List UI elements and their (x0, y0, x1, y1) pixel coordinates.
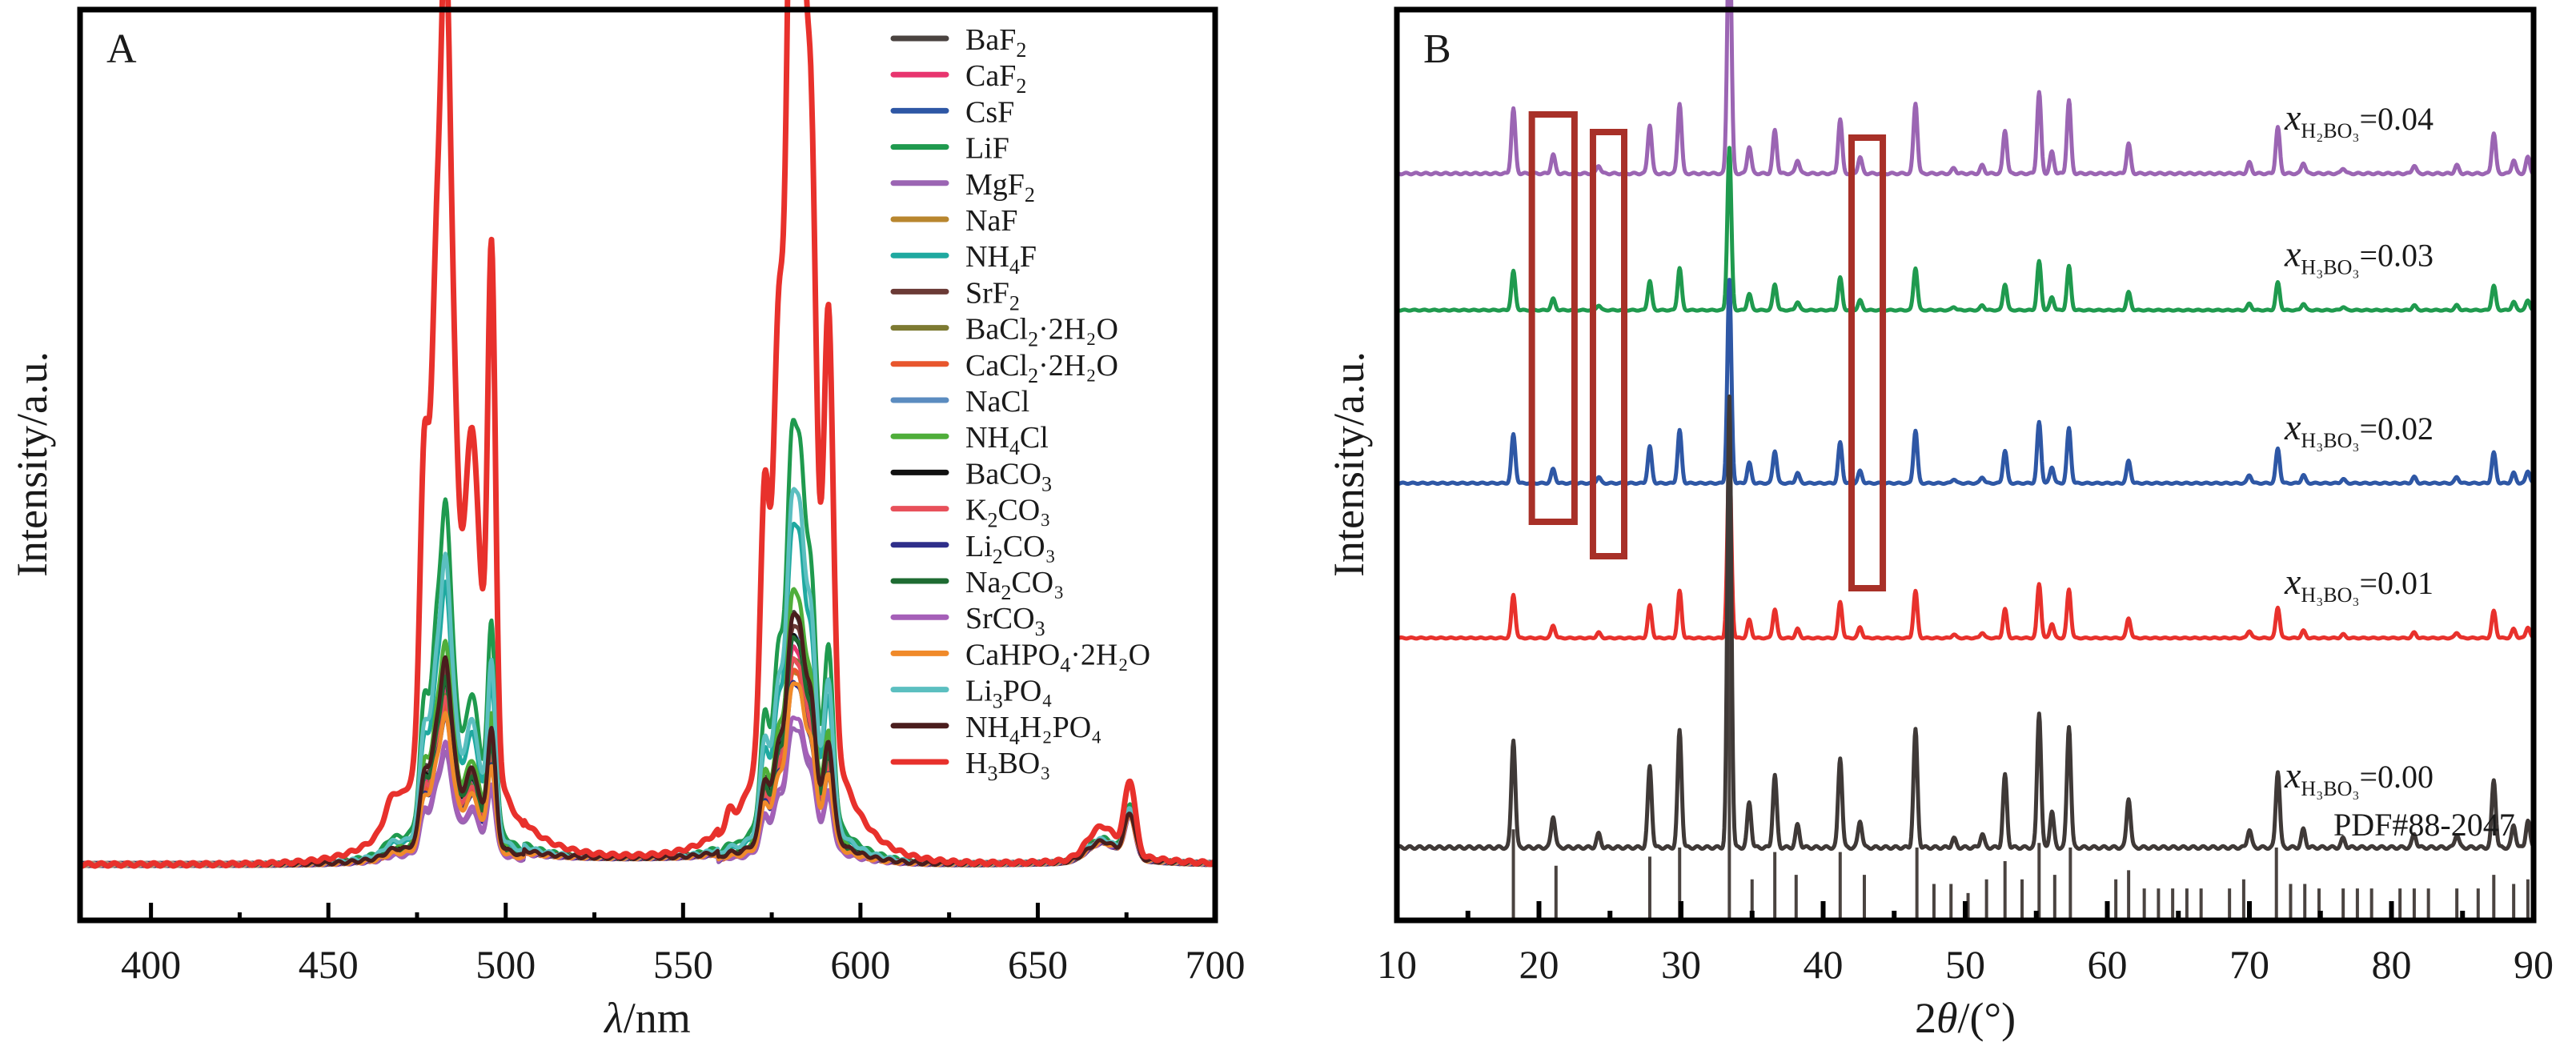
legend-item: BaCl2·2H₂O (890, 313, 1118, 351)
legend-label: H3BO₃ (965, 747, 1051, 785)
legend-item: K2CO₃ (890, 494, 1051, 532)
panel-a-frame (77, 6, 1218, 924)
x-tick-label: 550 (653, 942, 713, 987)
legend-label: CaF2 (965, 59, 1026, 98)
legend-label: CaCl2·2H₂O (965, 349, 1118, 387)
series-label: xH₃BO₃=0.03 (2284, 234, 2434, 279)
highlight-boxes (1528, 111, 1887, 591)
panel-b-x-ticks: 10 20 30 40 50 60 70 80 90 (1377, 901, 2554, 987)
legend-label: CsF (965, 95, 1014, 129)
legend-item: NH4F (890, 240, 1037, 279)
xrd-trace (1395, 146, 2535, 313)
legend-item: BaCO3 (890, 457, 1052, 495)
highlight-box (1589, 129, 1627, 559)
x-axis-var: θ (1936, 994, 1958, 1042)
legend-label: NH4H₂PO₄ (965, 711, 1101, 749)
legend: BaF2CaF2CsFLiFMgF2NaFNH4FSrF2BaCl2·2H₂OC… (890, 23, 1150, 785)
legend-label: K2CO₃ (965, 494, 1051, 532)
x-tick-label: 60 (2088, 942, 2128, 987)
legend-label: BaF2 (965, 23, 1026, 62)
x-tick-label: 90 (2514, 942, 2554, 987)
legend-item: BaF2 (890, 23, 1026, 62)
legend-item: SrF2 (890, 276, 1020, 315)
legend-label: Na2CO₃ (965, 566, 1064, 604)
legend-item: Na2CO₃ (890, 566, 1064, 604)
legend-label: NaF (965, 204, 1017, 238)
legend-label: MgF2 (965, 168, 1035, 206)
panel-b-x-axis-label: 2θ/(°) (1915, 994, 2016, 1042)
xrd-trace (1395, 394, 2536, 852)
legend-item: MgF2 (890, 168, 1035, 206)
xrd-trace (1395, 0, 2535, 177)
legend-item: NaF (890, 204, 1017, 238)
x-tick-label: 80 (2372, 942, 2412, 987)
x-tick-label: 40 (1804, 942, 1844, 987)
x-tick-label: 20 (1519, 942, 1559, 987)
legend-label: LiF (965, 132, 1009, 166)
x-tick-label: 50 (1945, 942, 1985, 987)
xrd-trace (1395, 278, 2535, 486)
xrd-trace (1395, 455, 2535, 641)
legend-label: NH4F (965, 240, 1037, 279)
x-tick-label: 450 (299, 942, 359, 987)
legend-label: BaCl2·2H₂O (965, 313, 1118, 351)
x-axis-prefix: 2 (1915, 994, 1936, 1042)
legend-item: Li3PO₄ (890, 675, 1053, 713)
trace-h3bo3 (78, 0, 1218, 869)
x-axis-var: λ (603, 994, 623, 1042)
legend-label: NH4Cl (965, 421, 1049, 459)
highlight-box (1528, 111, 1578, 525)
legend-label: NaCl (965, 385, 1029, 419)
legend-item: LiF (890, 132, 1009, 166)
x-axis-unit: /(°) (1957, 994, 2016, 1042)
series-label: xH₃BO₃=0.02 (2284, 407, 2434, 452)
x-tick-label: 700 (1186, 942, 1246, 987)
panel-a-y-axis-label: Intensity/a.u. (8, 351, 56, 577)
x-tick-label: 400 (121, 942, 181, 987)
series-labels: PDF#88-2047 xH₂BO₃=0.04 xH₃BO₃=0.03 xH₃BO₃=… (2284, 97, 2515, 843)
legend-item: Li2CO₃ (890, 530, 1056, 568)
legend-item: NaCl (890, 385, 1029, 419)
reference-label: PDF#88-2047 (2333, 807, 2515, 843)
legend-label: BaCO3 (965, 457, 1052, 495)
panel-a-letter: A (106, 26, 137, 72)
x-axis-unit: /nm (624, 994, 691, 1042)
x-tick-label: 70 (2229, 942, 2269, 987)
legend-item: NH4H₂PO₄ (890, 711, 1101, 749)
x-tick-label: 10 (1377, 942, 1417, 987)
highlight-box (1848, 134, 1887, 591)
legend-label: CaHPO4·2H₂O (965, 638, 1150, 676)
legend-label: Li3PO₄ (965, 675, 1053, 713)
legend-item: CaCl2·2H₂O (890, 349, 1118, 387)
series-label: xH₃BO₃=0.01 (2284, 561, 2434, 607)
panel-b-letter: B (1423, 26, 1451, 72)
legend-item: NH4Cl (890, 421, 1049, 459)
legend-label: SrF2 (965, 276, 1020, 315)
panel-b: 10 20 30 40 50 60 70 80 90 B Intensity/a.u. 2θ/(… (1325, 0, 2554, 1042)
legend-item: CaHPO4·2H₂O (890, 638, 1150, 676)
legend-item: H3BO₃ (890, 747, 1051, 785)
x-tick-label: 500 (475, 942, 536, 987)
legend-item: CaF2 (890, 59, 1026, 98)
legend-label: Li2CO₃ (965, 530, 1056, 568)
xrd-traces (1395, 0, 2536, 852)
x-tick-label: 30 (1661, 942, 1701, 987)
panel-a: 400 450 500 550 600 650 700 A Intensity/a.u. λ… (8, 0, 1246, 1042)
panel-a-x-ticks: 400 450 500 550 600 650 700 (121, 903, 1246, 987)
panel-b-y-axis-label: Intensity/a.u. (1325, 351, 1373, 577)
series-label: xH₂BO₃=0.04 (2284, 97, 2434, 142)
x-tick-label: 600 (830, 942, 890, 987)
series-label: xH₃BO₃=0.00 (2284, 755, 2434, 800)
legend-label: SrCO3 (965, 602, 1045, 640)
panel-a-x-axis-label: λ/nm (603, 994, 690, 1042)
legend-item: SrCO3 (890, 602, 1045, 640)
x-tick-label: 650 (1008, 942, 1068, 987)
spectra-traces (78, 0, 1218, 869)
legend-item: CsF (890, 95, 1014, 129)
